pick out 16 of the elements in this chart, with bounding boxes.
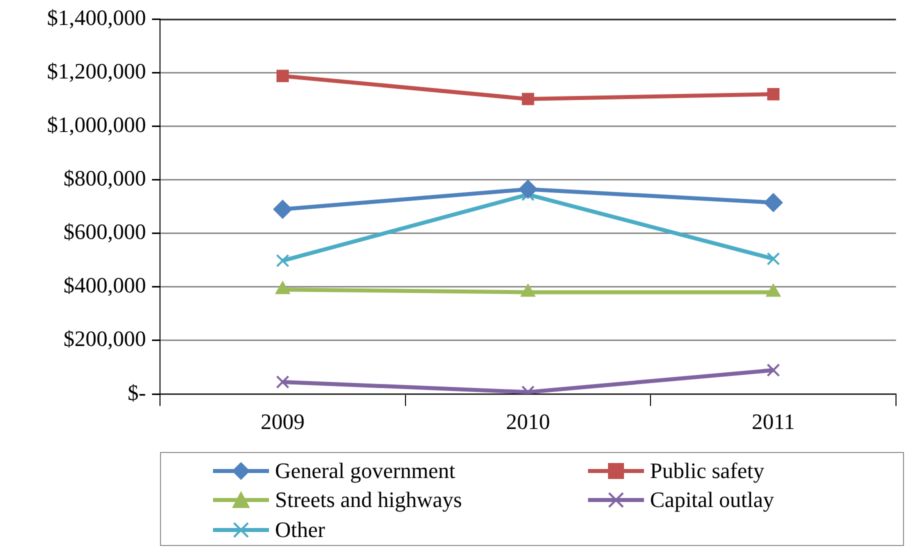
x-tick-label: 2009: [260, 408, 305, 434]
y-tick-label: $-: [128, 380, 146, 405]
y-tick-label: $400,000: [64, 272, 146, 298]
legend-label: Public safety: [650, 458, 764, 484]
y-tick-label: $1,200,000: [47, 58, 146, 84]
y-tick-label: $200,000: [64, 326, 146, 352]
x-tick-label: 2010: [506, 408, 550, 434]
y-tick-label: $600,000: [64, 219, 146, 244]
y-tick-label: $1,000,000: [47, 112, 146, 138]
y-tick-label: $1,400,000: [47, 4, 146, 30]
legend-label: General government: [275, 458, 456, 484]
x-tick-label: 2011: [752, 408, 795, 434]
legend-label: Other: [275, 516, 326, 543]
y-tick-label: $800,000: [64, 166, 146, 191]
legend-label: Streets and highways: [275, 487, 462, 514]
legend-label: Capital outlay: [650, 487, 774, 514]
